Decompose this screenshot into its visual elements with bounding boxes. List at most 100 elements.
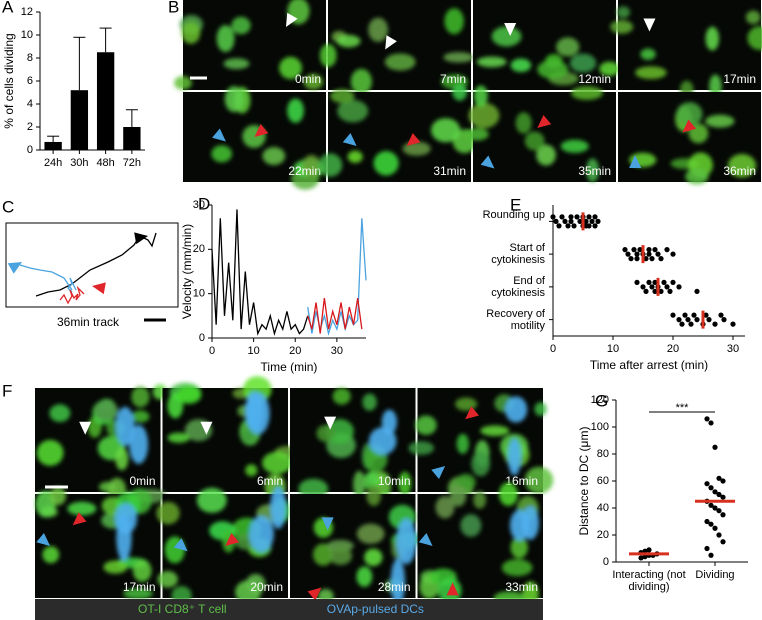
y-tick-label: 10: [193, 288, 205, 300]
arrowhead: [285, 12, 298, 27]
cell: [510, 536, 528, 559]
dot: [643, 288, 649, 294]
cell: [556, 37, 580, 57]
panel-label: C: [2, 197, 14, 216]
y-tick-label: 20: [193, 243, 205, 255]
dot: [646, 247, 652, 253]
dot: [640, 284, 646, 290]
arrowhead: [629, 155, 642, 168]
dc: [129, 425, 149, 465]
y-tick-label: 4: [27, 98, 33, 110]
cell: [586, 158, 599, 183]
x-tick-label: 0: [209, 345, 215, 357]
arrowhead: [79, 421, 92, 435]
cell: [356, 523, 385, 544]
y-tick-label: 6: [27, 75, 33, 87]
cell: [368, 17, 389, 42]
cells: [476, 26, 620, 86]
dot: [730, 321, 736, 327]
cells: [465, 85, 603, 183]
dot: [708, 420, 714, 426]
timestamp: 31min: [433, 164, 466, 178]
y-tick-label: 10: [21, 29, 33, 41]
cell: [524, 131, 545, 151]
timestamp: 17min: [123, 580, 156, 594]
cells: [318, 83, 477, 177]
dot: [649, 256, 655, 262]
dot: [704, 545, 710, 552]
cell: [318, 153, 343, 177]
cell: [435, 496, 455, 519]
arrowhead: [385, 35, 397, 50]
y-tick-label: 100: [591, 421, 609, 433]
arrowhead: [307, 587, 322, 601]
dot: [571, 223, 577, 229]
panel-label: E: [510, 195, 521, 214]
dot: [664, 284, 670, 290]
bar: [44, 141, 62, 150]
cell: [373, 151, 399, 176]
cell: [599, 61, 620, 77]
cell: [366, 485, 382, 506]
cell: [223, 58, 250, 70]
dot: [679, 321, 685, 327]
cells: [167, 376, 301, 499]
cell: [279, 56, 302, 80]
arrowhead: [682, 119, 697, 133]
cell: [745, 10, 761, 25]
cell: [115, 447, 129, 471]
x-tick-label: 30: [727, 343, 739, 355]
timestamp: 12min: [578, 72, 611, 86]
cell: [747, 26, 762, 50]
cell: [167, 432, 190, 443]
legend-bar: [35, 599, 543, 620]
dot: [562, 218, 568, 224]
panel-label: B: [168, 0, 179, 16]
cell: [231, 16, 251, 35]
dot: [661, 279, 667, 285]
timestamp: 28min: [378, 580, 411, 594]
dot: [589, 218, 595, 224]
dc: [368, 427, 397, 455]
x-tick-label: 48h: [96, 157, 114, 169]
dot: [652, 279, 658, 285]
arrowhead: [431, 466, 446, 479]
dot: [708, 485, 714, 491]
dot: [670, 279, 676, 285]
legend-entry: OVAp-pulsed DCs: [327, 602, 424, 616]
cell: [705, 114, 735, 128]
dot: [706, 317, 712, 323]
y-tick-label: 80: [597, 448, 609, 460]
arrowhead: [418, 533, 433, 546]
image-tile: [183, 86, 326, 190]
significance-label: ***: [676, 402, 690, 414]
dot: [646, 251, 652, 257]
dot: [676, 284, 682, 290]
cell: [363, 471, 380, 491]
panel-label: D: [198, 194, 210, 213]
y-category-label: Rounding up: [482, 209, 545, 222]
dot: [634, 251, 640, 257]
x-tick-label: 20: [289, 345, 301, 357]
panel-label: F: [2, 381, 12, 400]
image-tile: [156, 485, 290, 605]
dot: [712, 321, 718, 327]
image-tile: [35, 486, 167, 600]
image-tile: [417, 482, 543, 607]
dot: [583, 218, 589, 224]
track: [35, 232, 157, 297]
dc: [114, 503, 138, 534]
y-tick-label: 8: [27, 52, 33, 64]
dot: [568, 214, 574, 220]
cell: [536, 144, 556, 166]
track: [19, 264, 73, 291]
dot: [688, 321, 694, 327]
cell: [49, 404, 71, 423]
dot: [559, 214, 565, 220]
cell: [616, 6, 631, 19]
x-axis-label: Time after arrest (min): [590, 358, 708, 372]
arrowhead: [200, 421, 213, 435]
cell: [93, 400, 119, 421]
legend-entry: OT-I CD8⁺ T cell: [138, 602, 227, 616]
